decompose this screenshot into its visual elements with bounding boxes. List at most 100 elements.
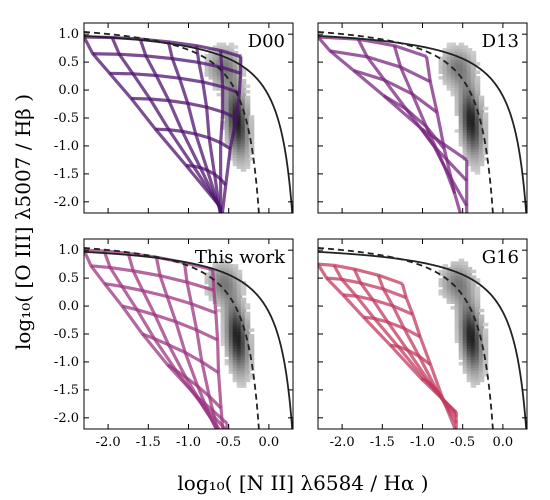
histogram-bin bbox=[474, 101, 481, 105]
histogram-bin bbox=[244, 311, 251, 316]
histogram-bin bbox=[244, 137, 251, 142]
histogram-bin bbox=[244, 112, 251, 116]
histogram-bin bbox=[228, 311, 235, 316]
histogram-bin bbox=[236, 154, 243, 158]
histogram-bin bbox=[466, 345, 473, 349]
histogram-bin bbox=[240, 148, 247, 153]
histogram-bin bbox=[236, 345, 243, 349]
model-grid-column bbox=[84, 36, 222, 209]
histogram-bin bbox=[462, 294, 469, 299]
histogram-bin bbox=[466, 359, 473, 363]
histogram-bin bbox=[224, 131, 231, 136]
histogram-bin bbox=[470, 168, 477, 172]
histogram-bin bbox=[236, 325, 243, 330]
histogram-bin bbox=[466, 294, 473, 299]
histogram-bin bbox=[450, 286, 457, 290]
histogram-bin bbox=[240, 145, 247, 150]
histogram-bin bbox=[224, 92, 231, 97]
histogram-bin bbox=[458, 42, 465, 47]
x-tick-label: -0.5 bbox=[450, 435, 475, 450]
histogram-bin bbox=[224, 286, 231, 290]
histogram-bin bbox=[470, 148, 477, 153]
histogram-bin bbox=[454, 325, 461, 330]
histogram-bin bbox=[482, 342, 489, 346]
histogram-bin bbox=[470, 308, 477, 313]
histogram-bin bbox=[478, 350, 485, 355]
histogram-bin bbox=[220, 294, 227, 299]
histogram-bin bbox=[244, 145, 251, 150]
histogram-bin bbox=[474, 345, 481, 349]
histogram-bin bbox=[446, 67, 453, 72]
histogram-bin bbox=[458, 101, 465, 105]
histogram-bin bbox=[224, 70, 231, 74]
histogram-bin bbox=[462, 137, 469, 142]
histogram-bin bbox=[244, 347, 251, 352]
model-grid-column bbox=[219, 50, 225, 213]
histogram-bin bbox=[482, 115, 489, 119]
histogram-bin bbox=[240, 300, 247, 304]
histogram-bin bbox=[216, 280, 223, 285]
histogram-bin bbox=[478, 356, 485, 360]
histogram-bin bbox=[442, 81, 449, 86]
histogram-bin bbox=[240, 314, 247, 318]
histogram-bin bbox=[474, 292, 481, 296]
kauffmann-line bbox=[318, 247, 494, 429]
histogram-bin bbox=[482, 345, 489, 349]
histogram-bin bbox=[438, 70, 445, 74]
histogram-bin bbox=[248, 129, 255, 133]
histogram-bin bbox=[478, 98, 485, 102]
histogram-bin bbox=[248, 345, 255, 349]
histogram-bin bbox=[458, 297, 465, 302]
histogram-bin bbox=[474, 81, 481, 86]
histogram-bin bbox=[240, 157, 247, 161]
histogram-bin bbox=[236, 115, 243, 119]
histogram-bin bbox=[466, 303, 473, 307]
histogram-bin bbox=[470, 162, 477, 167]
histogram-bin bbox=[462, 261, 469, 265]
histogram-bin bbox=[466, 266, 473, 271]
histogram-bin bbox=[450, 261, 457, 265]
histogram-bin bbox=[224, 126, 231, 130]
histogram-bin bbox=[462, 342, 469, 346]
histogram-bin bbox=[240, 306, 247, 310]
histogram-bin bbox=[454, 272, 461, 277]
histogram-bin bbox=[240, 90, 247, 94]
histogram-bin bbox=[466, 123, 473, 128]
histogram-bin bbox=[474, 95, 481, 100]
histogram-bin bbox=[212, 264, 219, 268]
histogram-bin bbox=[458, 112, 465, 116]
histogram-bin bbox=[478, 95, 485, 100]
histogram-bin bbox=[462, 104, 469, 108]
histogram-bin bbox=[204, 70, 211, 74]
histogram-bin bbox=[232, 162, 239, 167]
histogram-bin bbox=[208, 70, 215, 74]
histogram-bin bbox=[470, 322, 477, 327]
histogram-bin bbox=[446, 73, 453, 77]
histogram-bin bbox=[462, 328, 469, 332]
histogram-bin bbox=[236, 109, 243, 114]
histogram-bin bbox=[454, 339, 461, 344]
histogram-bin bbox=[466, 106, 473, 111]
histogram-bin bbox=[232, 356, 239, 360]
histogram-bin bbox=[204, 278, 211, 282]
histogram-bin bbox=[454, 297, 461, 302]
model-grid-column bbox=[194, 45, 222, 213]
histogram-bin bbox=[248, 137, 255, 142]
histogram-bin bbox=[220, 320, 227, 324]
histogram-bin bbox=[228, 129, 235, 133]
x-tick-label: -2.0 bbox=[330, 435, 355, 450]
histogram-bin bbox=[224, 361, 231, 366]
histogram-bin bbox=[228, 359, 235, 363]
histogram-bin bbox=[244, 339, 251, 344]
histogram-bin bbox=[470, 384, 477, 388]
histogram-bin bbox=[478, 148, 485, 153]
histogram-bin bbox=[220, 339, 227, 344]
model-grid-row bbox=[84, 248, 214, 272]
histogram-bin bbox=[208, 283, 215, 288]
histogram-bin bbox=[466, 297, 473, 302]
histogram-bin bbox=[224, 306, 231, 310]
histogram-bin bbox=[446, 78, 453, 83]
histogram-bin bbox=[470, 101, 477, 105]
histogram-bin bbox=[224, 342, 231, 346]
histogram-bin bbox=[228, 320, 235, 324]
